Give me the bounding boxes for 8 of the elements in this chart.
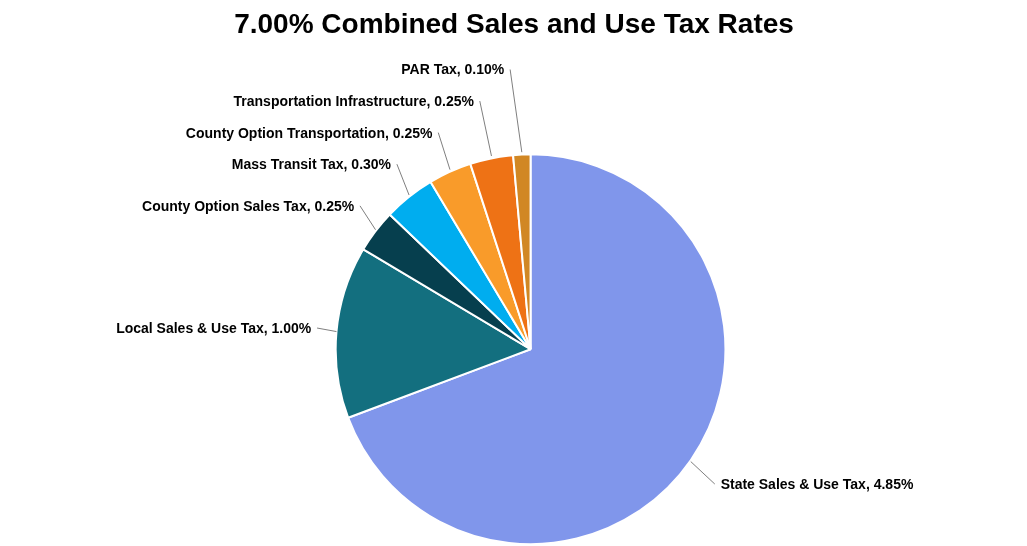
slice-label: County Option Transportation, 0.25%	[185, 124, 433, 141]
slice-label: Transportation Infrastructure, 0.25%	[233, 93, 475, 110]
chart-title: 7.00% Combined Sales and Use Tax Rates	[234, 7, 794, 39]
slice-label: State Sales & Use Tax, 4.85%	[720, 476, 914, 493]
slice-label: Local Sales & Use Tax, 1.00%	[116, 320, 312, 337]
slice-label: County Option Sales Tax, 0.25%	[142, 197, 355, 214]
slice-label: Mass Transit Tax, 0.30%	[231, 156, 392, 173]
slice-label: PAR Tax, 0.10%	[401, 61, 505, 78]
